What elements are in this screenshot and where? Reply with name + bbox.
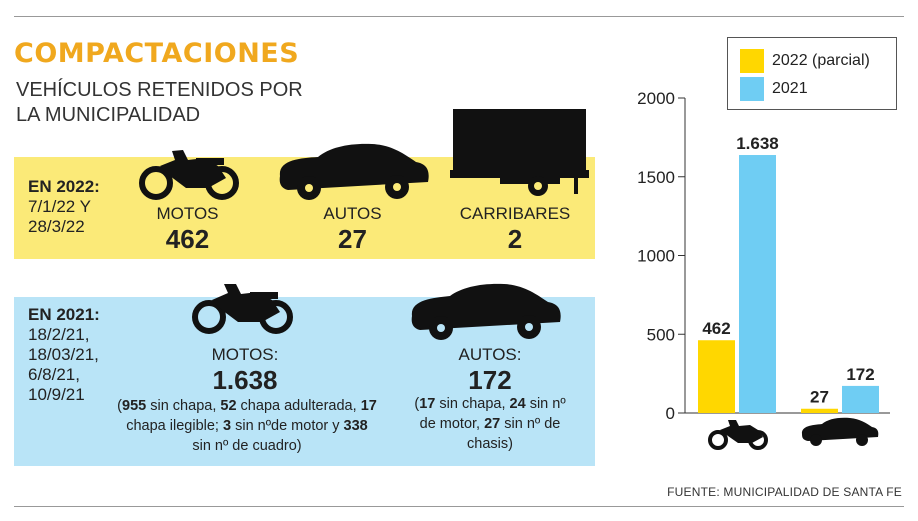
carribares-2022-value: 2 — [507, 224, 523, 254]
period-2021: EN 2021: 18/2/21, 18/03/21, 6/8/21, 10/9… — [28, 305, 118, 405]
bar-motos-0 — [698, 340, 735, 413]
period-2021-heading: EN 2021: — [28, 305, 100, 324]
period-2022-heading: EN 2022: — [28, 177, 100, 196]
y-tick-label-0: 0 — [666, 404, 675, 423]
motos-2022-value: 462 — [165, 224, 210, 254]
legend-label-2021: 2021 — [772, 80, 808, 97]
autos-2022: AUTOS 27 — [300, 204, 405, 254]
legend-swatch-2022 — [740, 49, 764, 73]
source-note: FUENTE: MUNICIPALIDAD DE SANTA FE — [667, 485, 902, 499]
car-icon — [279, 143, 429, 200]
data-label-motos-0: 462 — [702, 319, 730, 338]
data-label-autos-1: 172 — [846, 365, 874, 384]
period-2022-dates: 7/1/22 Y 28/3/22 — [28, 197, 91, 236]
period-2021-dates: 18/2/21, 18/03/21, 6/8/21, 10/9/21 — [28, 325, 99, 404]
page-subtitle: VEHÍCULOS RETENIDOS POR LA MUNICIPALIDAD — [16, 79, 303, 126]
motorcycle-icon — [708, 420, 768, 450]
data-label-motos-1: 1.638 — [736, 134, 779, 153]
autos-2021-detail: (17 sin chapa, 24 sin nº de motor, 27 si… — [414, 396, 566, 452]
autos-2022-label: AUTOS — [323, 204, 382, 223]
y-tick-label-2000: 2000 — [637, 89, 675, 108]
y-tick-label-1000: 1000 — [637, 247, 675, 266]
top-rule — [14, 16, 904, 17]
period-2022: EN 2022: 7/1/22 Y 28/3/22 — [28, 177, 128, 237]
autos-2021-label: AUTOS: — [458, 345, 522, 364]
bar-motos-1 — [739, 155, 776, 413]
chart-legend: 2022 (parcial) 2021 — [727, 37, 897, 110]
legend-item-2022: 2022 (parcial) — [740, 49, 870, 73]
carribares-2022: CARRIBARES 2 — [450, 204, 580, 254]
bottom-rule — [14, 506, 904, 507]
motos-2022: MOTOS 462 — [135, 204, 240, 254]
legend-swatch-2021 — [740, 77, 764, 101]
data-label-autos-0: 27 — [810, 388, 829, 407]
motos-2021-value: 1.638 — [212, 365, 278, 395]
motos-2021: MOTOS: 1.638 — [175, 345, 315, 395]
car-icon — [801, 417, 879, 446]
page-title: COMPACTACIONES — [14, 38, 300, 69]
trailer-icon — [450, 109, 589, 196]
y-tick-label-1500: 1500 — [637, 168, 675, 187]
motos-2022-label: MOTOS — [156, 204, 219, 223]
autos-2021-value: 172 — [468, 365, 512, 395]
autos-2022-value: 27 — [338, 224, 367, 254]
bar-autos-0 — [801, 408, 838, 413]
y-tick-label-500: 500 — [647, 325, 675, 344]
carribares-2022-label: CARRIBARES — [459, 204, 571, 223]
motos-2021-label: MOTOS: — [211, 345, 279, 364]
legend-label-2022: 2022 (parcial) — [772, 52, 870, 69]
legend-item-2021: 2021 — [740, 77, 808, 101]
motos-2021-detail: (955 sin chapa, 52 chapa adulterada, 17 … — [117, 398, 377, 454]
autos-2021: AUTOS: 172 — [430, 345, 550, 395]
bar-autos-1 — [842, 385, 879, 413]
